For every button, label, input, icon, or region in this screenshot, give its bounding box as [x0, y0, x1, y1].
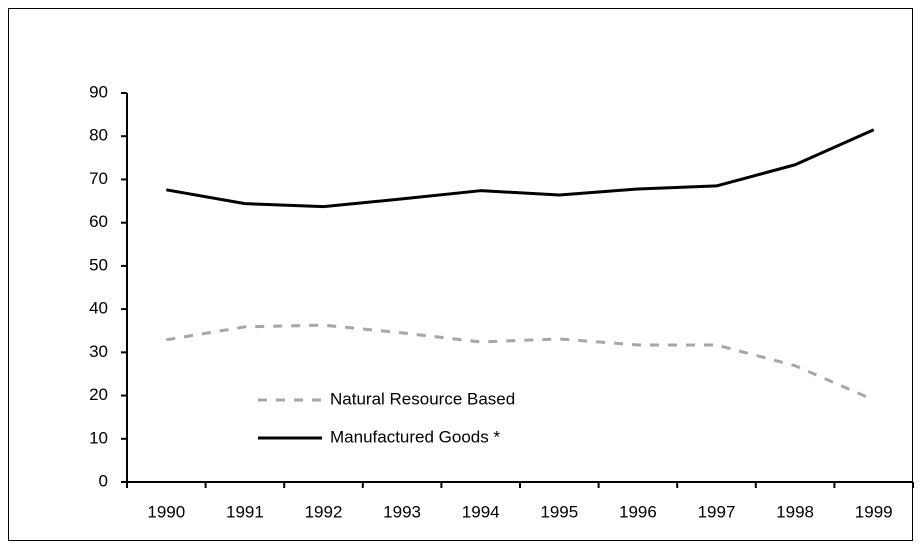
- y-tick-label: 50: [89, 255, 108, 274]
- y-tick-label: 0: [99, 471, 108, 490]
- legend-label: Natural Resource Based: [330, 389, 515, 408]
- y-tick-label: 90: [89, 82, 108, 101]
- y-tick-label: 10: [89, 428, 108, 447]
- y-tick-label: 80: [89, 126, 108, 145]
- x-tick-label: 1993: [383, 502, 421, 521]
- y-tick-label: 20: [89, 385, 108, 404]
- chart-frame: [8, 8, 913, 541]
- y-tick-label: 40: [89, 299, 108, 318]
- x-tick-label: 1992: [305, 502, 343, 521]
- y-tick-label: 70: [89, 169, 108, 188]
- x-tick-label: 1997: [698, 502, 736, 521]
- x-tick-label: 1999: [855, 502, 893, 521]
- series-line: [166, 128, 875, 209]
- y-tick-label: 30: [89, 342, 108, 361]
- x-tick-label: 1998: [776, 502, 814, 521]
- x-tick-label: 1994: [462, 502, 500, 521]
- y-tick-label: 60: [89, 212, 108, 231]
- x-tick-label: 1990: [147, 502, 185, 521]
- x-tick-label: 1991: [226, 502, 264, 521]
- x-tick-label: 1995: [540, 502, 578, 521]
- x-tick-label: 1996: [619, 502, 657, 521]
- legend-label: Manufactured Goods *: [330, 427, 500, 446]
